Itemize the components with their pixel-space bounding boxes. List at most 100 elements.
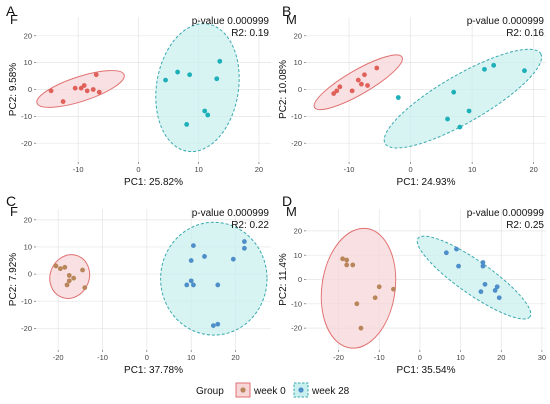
data-point <box>443 250 449 256</box>
confidence-ellipses <box>36 23 240 153</box>
data-point <box>175 69 181 75</box>
data-point <box>217 58 223 64</box>
panel-b: BM -10 0 10 20 -20 -10 0 10 20 p-value 0.000999R2:… <box>278 3 546 188</box>
y-tick-label: 20 <box>24 215 32 224</box>
ellipse-week-28 <box>160 221 268 336</box>
y-tick-label: 0 <box>298 85 302 94</box>
y-tick-label: 10 <box>24 58 32 67</box>
data-point <box>480 260 486 265</box>
x-axis-label: PC1: 37.78% <box>124 365 183 376</box>
x-tick-label: -10 <box>97 353 108 362</box>
data-point <box>81 83 87 88</box>
data-point <box>358 325 364 331</box>
x-tick-label: -20 <box>53 353 64 362</box>
data-point <box>391 286 396 292</box>
x-tick-label: 20 <box>255 165 263 174</box>
data-point <box>482 281 488 287</box>
series-week-0 <box>48 72 102 104</box>
series-week-0 <box>53 263 88 291</box>
series-week-28 <box>443 246 502 301</box>
data-point <box>496 295 502 301</box>
data-point <box>358 81 364 87</box>
ellipse-week-28 <box>383 48 543 149</box>
r2-label: R2: 0.16 <box>506 28 544 39</box>
data-point <box>163 77 168 83</box>
panel-c: CF -20 -10 0 10 20 -20 -10 0 10 20 p-value 0.000999… <box>6 193 271 376</box>
data-point <box>492 288 498 293</box>
data-point <box>60 99 66 104</box>
confidence-ellipses <box>320 227 532 349</box>
data-point <box>344 262 350 268</box>
panel-letter: A <box>6 3 16 19</box>
y-tick-label: -20 <box>21 324 32 333</box>
data-point <box>340 256 346 262</box>
chart-title: M <box>286 12 297 27</box>
x-tick-label: 20 <box>231 353 239 362</box>
x-tick-label: 10 <box>187 353 195 362</box>
y-tick-label: -20 <box>291 324 302 333</box>
legend-label: week 28 <box>311 386 350 397</box>
y-tick-label: 10 <box>24 243 32 252</box>
p-value-label: p-value 0.000999 <box>192 208 270 219</box>
data-point <box>90 87 96 92</box>
data-point <box>62 264 68 270</box>
data-point <box>230 256 236 262</box>
x-tick-label: 20 <box>530 165 538 174</box>
series-week-28 <box>163 58 223 127</box>
data-point <box>66 273 72 278</box>
data-point <box>214 76 220 82</box>
legend-dot <box>240 387 246 393</box>
data-point <box>376 284 382 290</box>
data-point <box>188 258 194 263</box>
y-tick-label: 0 <box>28 270 32 279</box>
panel-letter: C <box>6 193 16 209</box>
x-tick-label: 20 <box>497 353 505 362</box>
chart-title: F <box>10 12 18 27</box>
panel-a: AF -10 0 10 20 -20 -10 0 10 20 p-value 0.000999R2:… <box>6 3 271 188</box>
data-point <box>482 66 487 72</box>
data-point <box>215 282 221 288</box>
legend-label: week 0 <box>253 386 286 397</box>
x-axis-label: PC1: 35.54% <box>397 365 456 376</box>
data-point <box>337 84 343 90</box>
data-point <box>480 263 486 269</box>
ellipse-week-28 <box>155 23 240 153</box>
data-point <box>374 65 380 71</box>
x-tick-label: -10 <box>344 165 355 174</box>
data-point <box>522 68 527 74</box>
y-tick-label: -10 <box>291 299 302 308</box>
x-tick-label: -10 <box>374 353 385 362</box>
y-tick-label: 0 <box>28 85 32 94</box>
data-point <box>215 321 221 327</box>
y-tick-label: 10 <box>294 58 302 67</box>
y-tick-label: -10 <box>291 112 302 121</box>
x-tick-label: 30 <box>538 353 546 362</box>
series-week-28 <box>184 239 247 328</box>
x-tick-label: 0 <box>409 165 413 174</box>
data-point <box>64 282 70 288</box>
x-tick-label: -10 <box>73 165 84 174</box>
data-point <box>456 263 461 269</box>
r2-label: R2: 0.19 <box>231 28 269 39</box>
y-axis-label: PC2: 7.92% <box>8 253 19 306</box>
series-week-28 <box>395 62 527 130</box>
x-tick-label: 10 <box>195 165 203 174</box>
data-point <box>350 262 356 268</box>
series-week-0 <box>340 256 396 331</box>
data-point <box>93 72 99 78</box>
data-point <box>202 108 208 114</box>
data-point <box>355 77 361 83</box>
data-point <box>466 108 472 114</box>
data-point <box>478 289 484 295</box>
x-tick-label: -20 <box>333 353 344 362</box>
data-point <box>365 83 370 88</box>
y-tick-label: 0 <box>298 275 302 284</box>
y-tick-label: -10 <box>21 112 32 121</box>
x-tick-label: 10 <box>468 165 476 174</box>
data-point <box>205 112 211 118</box>
x-tick-label: 0 <box>136 165 140 174</box>
chart-title: M <box>286 204 297 219</box>
data-point <box>241 245 247 251</box>
y-tick-label: 20 <box>294 226 302 235</box>
